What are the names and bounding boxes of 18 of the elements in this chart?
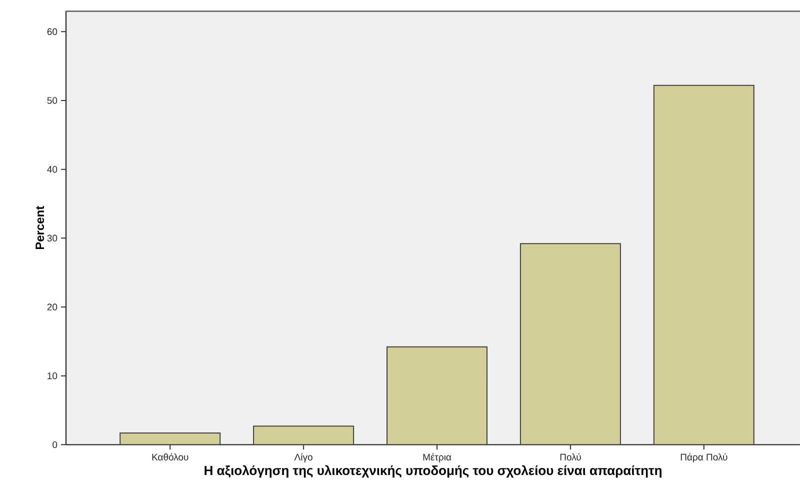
y-tick-label: 50 [47,97,58,104]
x-tick-label: Καθόλου [152,453,188,460]
bar [386,346,488,445]
y-tick-label: 60 [47,28,58,36]
y-tick-label: 40 [47,166,58,173]
x-tick-label: Πολύ [560,453,581,460]
y-tick-label: 0 [52,441,58,448]
x-tick-label: Λίγο [294,453,312,462]
x-tick-label: Πάρα Πολύ [680,453,728,462]
x-tick-label: Μέτρια [423,453,452,462]
bar [653,84,754,445]
bar [253,426,354,445]
y-tick-label: 10 [48,372,58,380]
y-tick-label: 20 [47,304,58,310]
x-axis-title: Η αξιολόγηση της υλικοτεχνικής υποδομής του σχολείου είναι απαραίτητη [204,465,662,478]
y-tick-label: 30 [47,234,58,242]
y-axis-title: Percent [36,206,44,250]
bar [520,243,621,445]
